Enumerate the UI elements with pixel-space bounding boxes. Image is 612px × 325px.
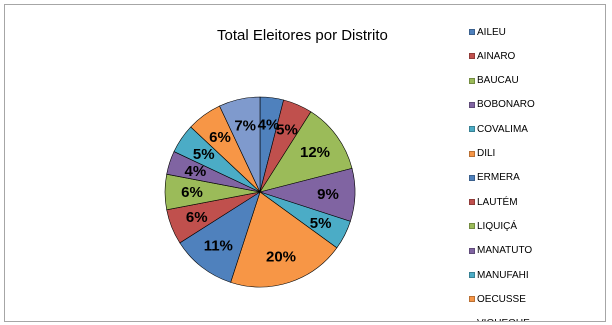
legend-label: BOBONARO <box>477 99 535 111</box>
data-label-viqueque: 7% <box>234 118 256 135</box>
legend-item-bobonaro: BOBONARO <box>469 98 535 112</box>
pie-slice-ermera <box>179 191 261 283</box>
legend-label: AINARO <box>477 50 516 62</box>
legend-item-oecusse: OECUSSE <box>469 292 526 306</box>
pie-slice-dili <box>230 191 338 288</box>
legend-item-liquica: LIQUIÇÁ <box>469 219 517 233</box>
legend-label: BAUCAU <box>477 75 519 87</box>
legend-label: DILI <box>477 148 496 159</box>
legend-label: OECUSSE <box>477 293 526 305</box>
data-label-oecusse: 6% <box>209 129 231 146</box>
legend-item-lautem: LAUTÉM <box>469 195 518 209</box>
legend-swatch <box>469 29 475 35</box>
legend-swatch <box>469 320 475 321</box>
legend-item-dili: DILI <box>469 147 495 161</box>
pie-slices <box>164 96 356 288</box>
data-label-manatuto: 4% <box>184 163 206 180</box>
pie-chart: 4%5%12%9%5%20%11%6%6%4%5%6%7% <box>164 96 356 288</box>
legend-swatch <box>469 174 475 181</box>
legend-label: LAUTÉM <box>477 196 518 208</box>
data-label-ermera: 11% <box>204 238 233 255</box>
legend-label: LIQUIÇÁ <box>477 220 518 232</box>
legend-swatch <box>469 223 475 230</box>
data-label-ainaro: 5% <box>276 122 298 139</box>
legend-label: ERMERA <box>477 172 520 184</box>
data-label-bobonaro: 9% <box>317 186 339 203</box>
legend-swatch <box>469 77 475 84</box>
pie-slice-viqueque <box>219 96 261 193</box>
legend-item-ainaro: AINARO <box>469 49 515 63</box>
legend-swatch <box>469 247 475 254</box>
legend-item-manufahi: MANUFAHI <box>469 268 529 282</box>
legend-label: AILEU <box>477 26 506 38</box>
legend-swatch <box>469 199 475 206</box>
pie-slice-baucau <box>259 111 353 193</box>
chart-area: Total Eleitores por Distrito 4% 5% 12% 9% 5%… <box>4 4 606 322</box>
legend-item-viqueque: VIQUEQUE <box>469 317 530 321</box>
legend-label: MANUFAHI <box>477 269 529 281</box>
data-label-lautem: 6% <box>186 209 208 226</box>
chart-title: Total Eleitores por Distrito <box>217 27 388 44</box>
data-label-liquica: 6% <box>181 184 203 201</box>
data-label-baucau: 12% <box>300 144 330 161</box>
legend-swatch <box>469 296 475 303</box>
data-label-dili: 20% <box>266 249 296 266</box>
legend-item-baucau: BAUCAU <box>469 74 519 88</box>
legend-swatch <box>469 101 475 108</box>
legend-swatch <box>469 272 475 278</box>
legend-label: VIQUEQUE <box>477 318 530 321</box>
legend-item-manatuto: MANATUTO <box>469 244 532 258</box>
legend-swatch <box>469 150 475 157</box>
data-label-covalima: 5% <box>310 215 332 232</box>
pie-data-labels: 4%5%12%9%5%20%11%6%6%4%5%6%7% <box>181 117 339 266</box>
legend-label: MANATUTO <box>477 245 533 257</box>
legend-item-aileu: AILEU <box>469 25 506 39</box>
legend-item-covalima: COVALIMA <box>469 122 528 136</box>
data-label-aileu: 4% <box>258 117 280 134</box>
legend-label: COVALIMA <box>477 123 528 135</box>
legend-item-ermera: ERMERA <box>469 171 520 185</box>
legend-swatch <box>469 53 475 60</box>
data-label-manufahi: 5% <box>193 146 215 163</box>
legend-swatch <box>469 126 475 133</box>
